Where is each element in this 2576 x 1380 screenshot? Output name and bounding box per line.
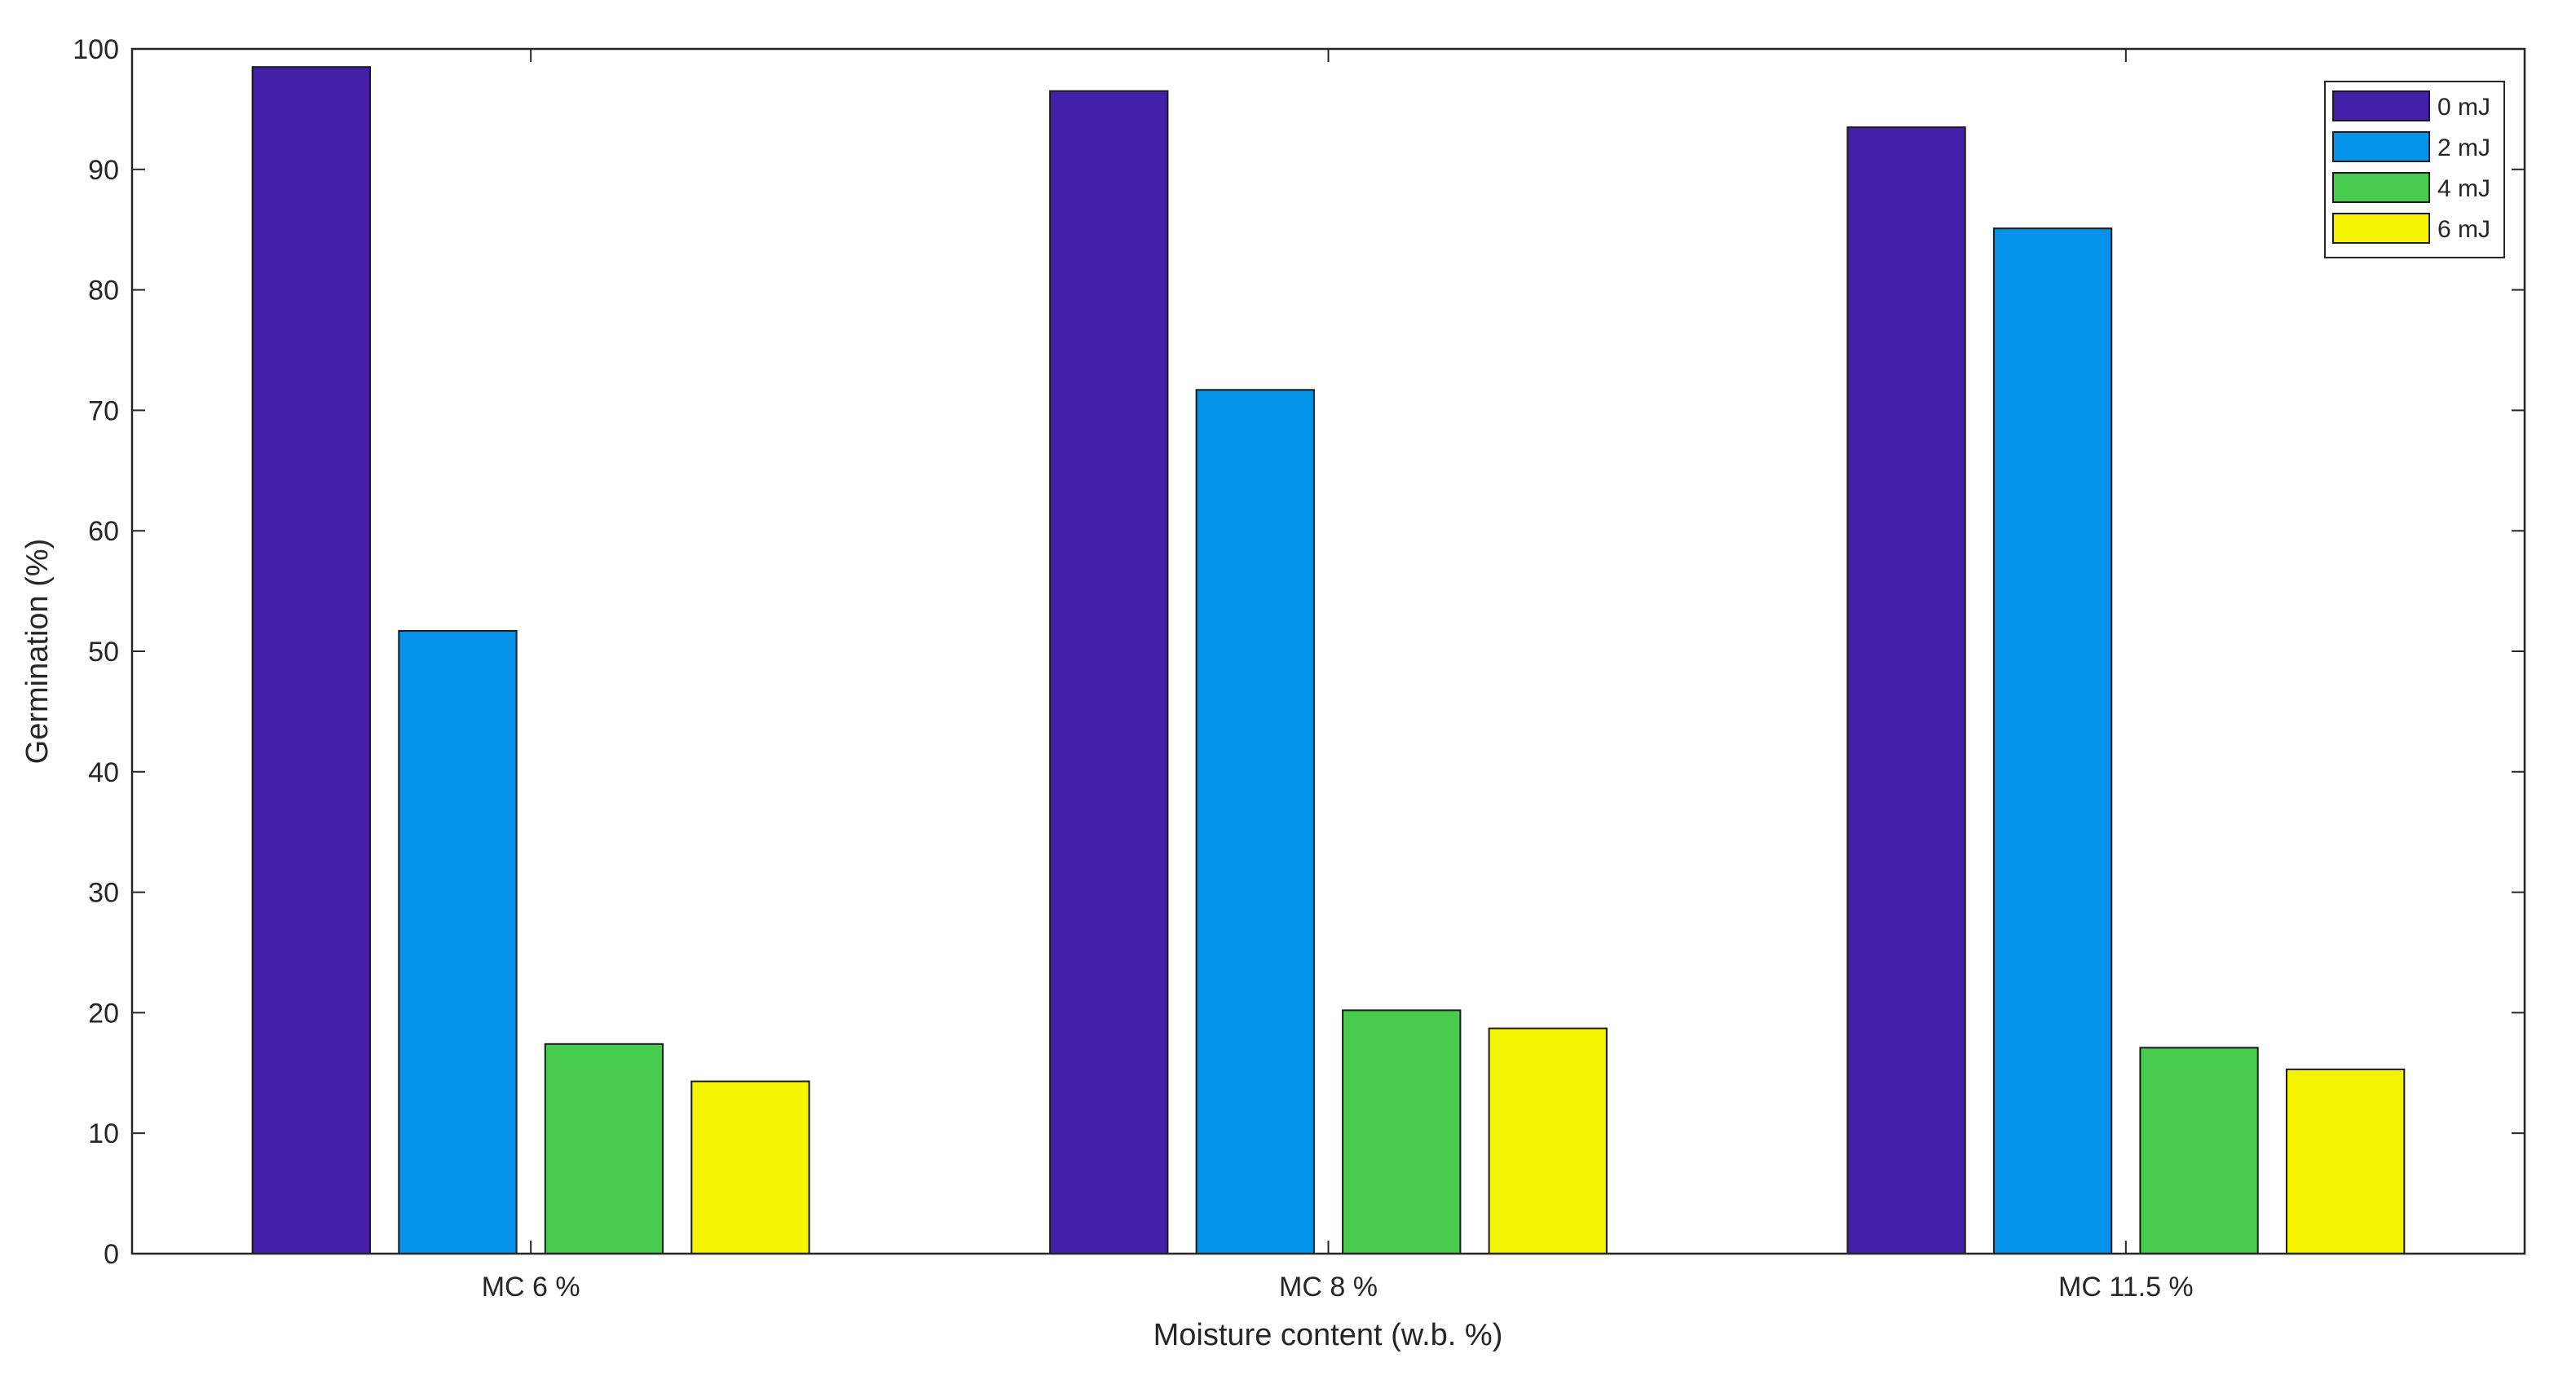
y-tick-label: 20 [88, 998, 119, 1029]
bar-4-mj-2 [1342, 1009, 1462, 1255]
bar-4-mj-3 [2139, 1047, 2259, 1255]
bar-2-mj-2 [1195, 389, 1315, 1254]
y-axis-label: Germination (%) [20, 539, 55, 765]
y-tick-label: 100 [73, 34, 119, 65]
bar-0-mj-3 [1846, 126, 1966, 1255]
bar-6-mj-2 [1488, 1027, 1608, 1254]
y-tick-label: 90 [88, 155, 119, 186]
y-tick-label: 10 [88, 1118, 119, 1149]
legend-swatch [2332, 172, 2430, 203]
bar-0-mj-2 [1049, 90, 1169, 1255]
bar-2-mj-3 [1992, 227, 2113, 1255]
y-tick-label: 40 [88, 757, 119, 788]
bar-6-mj-3 [2286, 1068, 2406, 1255]
legend-label: 4 mJ [2437, 175, 2490, 202]
x-axis-label: Moisture content (w.b. %) [1153, 1318, 1503, 1352]
legend-label: 0 mJ [2437, 94, 2490, 121]
legend-label: 2 mJ [2437, 134, 2490, 161]
y-tick-label: 60 [88, 516, 119, 547]
legend-swatch [2332, 213, 2430, 244]
bar-6-mj-1 [690, 1080, 810, 1254]
bar-4-mj-1 [544, 1043, 664, 1255]
y-tick-label: 80 [88, 276, 119, 306]
bars-layer [251, 66, 2406, 1255]
y-tick-label: 50 [88, 637, 119, 668]
bar-0-mj-1 [251, 66, 372, 1255]
ticks-layer: MC 6 % MC 8 % MC 11.5 % 0 10 20 30 40 50 60 70 80 90… [73, 34, 2525, 1303]
x-tick-label: MC 8 % [1279, 1272, 1378, 1303]
legend-label: 6 mJ [2437, 216, 2490, 243]
y-tick-label: 0 [104, 1239, 119, 1270]
legend: 0 mJ 2 mJ 4 mJ 6 mJ [2324, 81, 2505, 258]
legend-swatch [2332, 131, 2430, 162]
bar-2-mj-1 [398, 629, 518, 1254]
x-tick-label: MC 6 % [482, 1272, 580, 1303]
x-tick-label: MC 11.5 % [2058, 1272, 2194, 1303]
y-tick-label: 70 [88, 395, 119, 426]
y-tick-label: 30 [88, 878, 119, 909]
legend-swatch [2332, 90, 2430, 121]
